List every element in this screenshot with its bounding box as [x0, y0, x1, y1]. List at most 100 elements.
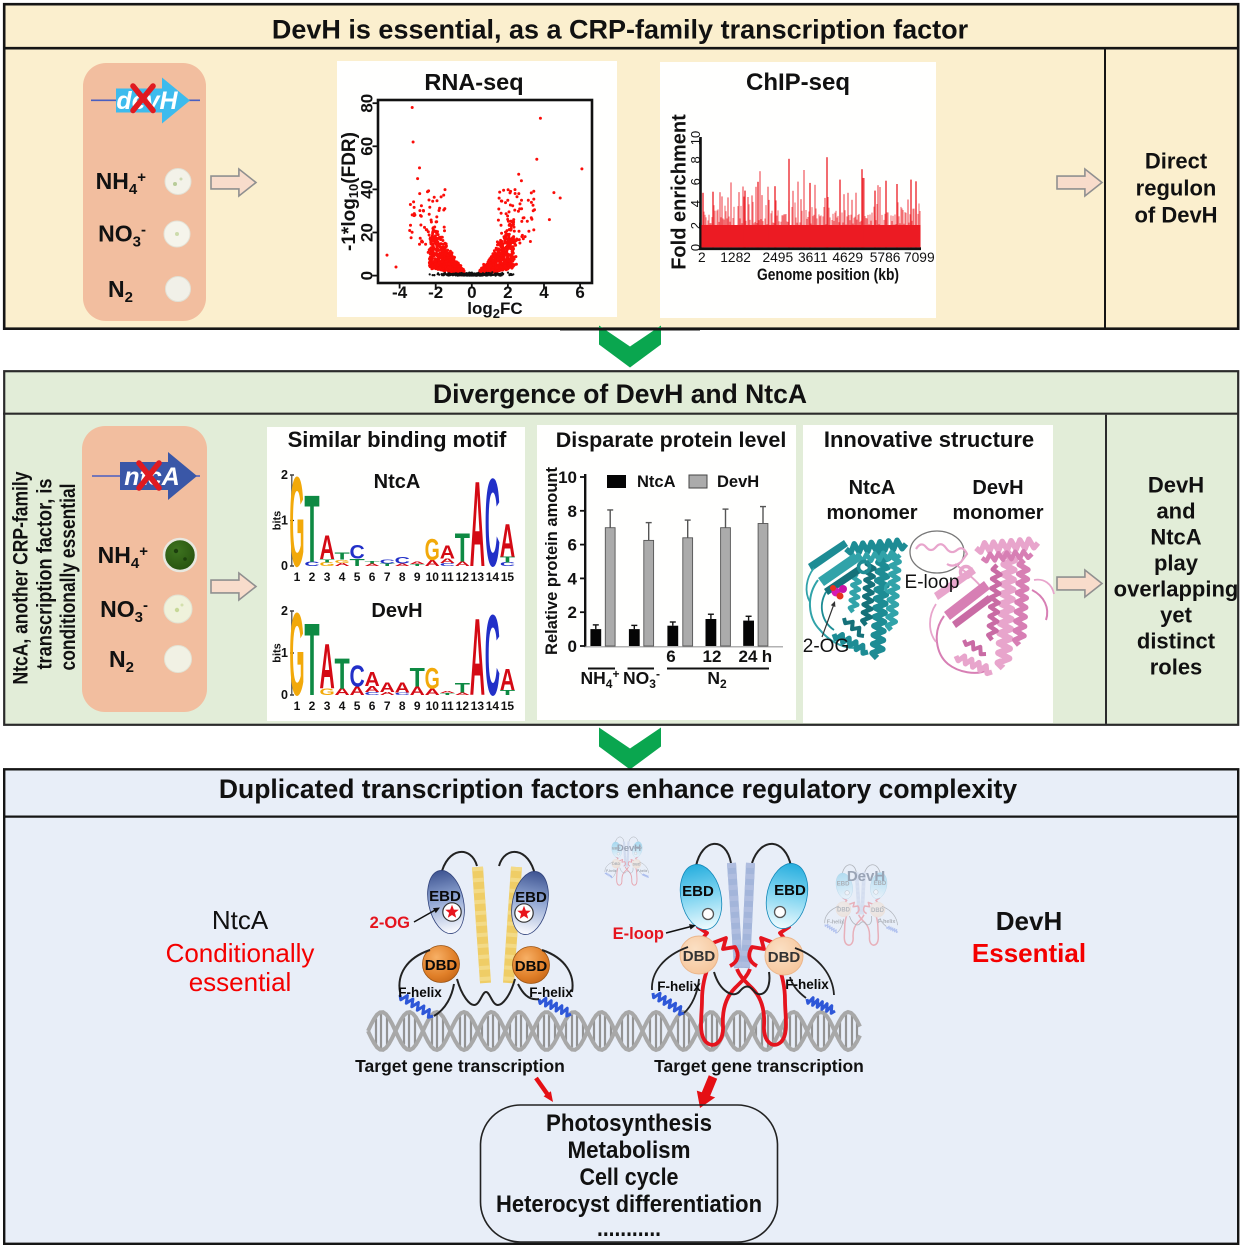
svg-text:EBD: EBD	[515, 889, 547, 906]
svg-text:G: G	[319, 562, 334, 568]
svg-text:T: T	[455, 525, 470, 571]
svg-text:transcription factor, is: transcription factor, is	[34, 479, 57, 670]
svg-text:2: 2	[309, 699, 316, 713]
svg-text:bits: bits	[272, 511, 284, 531]
svg-text:2: 2	[281, 468, 288, 482]
svg-text:4: 4	[688, 200, 703, 207]
svg-text:NtcA, another CRP-family: NtcA, another CRP-family	[10, 471, 33, 684]
svg-text:C: C	[380, 559, 395, 565]
svg-text:5: 5	[354, 699, 361, 713]
svg-text:DevH: DevH	[371, 600, 422, 622]
svg-text:0: 0	[688, 244, 703, 251]
svg-text:Duplicated transcription facto: Duplicated transcription factors enhance…	[219, 774, 1017, 804]
svg-text:C: C	[350, 659, 365, 694]
svg-text:A: A	[365, 685, 381, 695]
svg-text:A: A	[319, 632, 334, 703]
svg-text:Cell cycle: Cell cycle	[580, 1164, 679, 1191]
svg-text:overlapping: overlapping	[1114, 577, 1239, 602]
svg-text:4: 4	[568, 569, 578, 588]
svg-text:A: A	[440, 690, 455, 693]
svg-text:10: 10	[426, 699, 440, 713]
svg-text:A: A	[455, 692, 470, 696]
svg-text:C: C	[395, 692, 410, 696]
svg-text:4: 4	[339, 699, 346, 713]
svg-text:1: 1	[281, 514, 288, 528]
svg-text:G: G	[289, 451, 304, 594]
svg-text:and: and	[1156, 499, 1195, 524]
svg-text:play: play	[1154, 551, 1199, 576]
svg-text:6: 6	[575, 283, 584, 302]
svg-text:F-helix: F-helix	[657, 979, 701, 994]
svg-text:2495: 2495	[762, 250, 793, 265]
svg-text:-4: -4	[392, 283, 408, 302]
svg-text:2: 2	[568, 603, 577, 622]
svg-text:C: C	[500, 562, 515, 568]
svg-text:EBD: EBD	[429, 888, 461, 905]
svg-text:Heterocyst differentiation: Heterocyst differentiation	[496, 1191, 762, 1218]
svg-text:A: A	[500, 662, 515, 697]
svg-text:2: 2	[309, 570, 316, 584]
svg-text:F-helix: F-helix	[398, 985, 442, 1000]
svg-text:8: 8	[568, 502, 577, 521]
svg-text:9: 9	[414, 699, 421, 713]
svg-text:14: 14	[486, 570, 500, 584]
svg-text:T: T	[440, 692, 455, 695]
svg-text:F-helix: F-helix	[529, 985, 573, 1000]
svg-text:1: 1	[294, 570, 301, 584]
svg-text:A: A	[334, 687, 349, 698]
svg-text:A: A	[410, 684, 425, 698]
svg-text:G: G	[319, 687, 334, 697]
svg-text:12: 12	[703, 647, 722, 666]
svg-text:E-loop: E-loop	[613, 925, 664, 943]
svg-text:8: 8	[399, 570, 406, 584]
svg-text:-2: -2	[428, 283, 443, 302]
svg-text:11: 11	[441, 570, 454, 584]
svg-text:24: 24	[739, 647, 758, 666]
svg-text:T: T	[455, 681, 470, 696]
svg-text:15: 15	[501, 570, 515, 584]
svg-text:7: 7	[384, 699, 391, 713]
svg-text:Target gene transcription: Target gene transcription	[654, 1056, 864, 1076]
svg-text:C: C	[440, 562, 455, 567]
svg-text:5: 5	[354, 570, 361, 584]
svg-text:60: 60	[358, 137, 377, 156]
svg-text:4: 4	[539, 283, 549, 302]
svg-text:40: 40	[358, 180, 377, 199]
svg-text:A: A	[380, 680, 396, 695]
svg-text:E-loop: E-loop	[905, 572, 960, 593]
svg-text:G: G	[425, 663, 440, 696]
svg-text:Divergence of DevH and NtcA: Divergence of DevH and NtcA	[433, 379, 807, 409]
svg-text:C: C	[485, 453, 500, 592]
svg-text:11: 11	[441, 699, 454, 713]
svg-text:DevH: DevH	[1148, 473, 1204, 498]
svg-text:6: 6	[688, 178, 703, 185]
svg-text:NtcA: NtcA	[849, 477, 896, 499]
svg-text:Similar binding motif: Similar binding motif	[288, 427, 507, 452]
svg-text:A: A	[395, 563, 410, 567]
svg-text:10: 10	[558, 468, 577, 487]
svg-text:A: A	[425, 687, 441, 697]
svg-text:-1*log10(FDR): -1*log10(FDR)	[339, 132, 361, 251]
svg-text:DevH: DevH	[847, 868, 885, 885]
svg-text:EBD: EBD	[682, 883, 714, 900]
svg-text:DevH: DevH	[617, 843, 641, 854]
svg-text:1: 1	[294, 699, 301, 713]
svg-text:C: C	[365, 691, 380, 696]
svg-text:T: T	[410, 564, 425, 567]
svg-text:4629: 4629	[832, 250, 863, 265]
svg-text:A: A	[500, 514, 515, 567]
svg-text:A: A	[365, 563, 380, 567]
svg-text:bits: bits	[272, 643, 284, 663]
svg-text:Essential: Essential	[972, 938, 1086, 968]
svg-text:F-helix: F-helix	[785, 977, 829, 992]
svg-text:log2FC: log2FC	[467, 299, 522, 321]
svg-text:2-OG: 2-OG	[803, 636, 849, 657]
svg-text:Metabolism: Metabolism	[568, 1137, 691, 1164]
svg-text:0: 0	[358, 271, 377, 280]
svg-text:C: C	[395, 556, 411, 566]
svg-text:Conditionally: Conditionally	[166, 938, 315, 968]
svg-text:A: A	[455, 561, 470, 568]
svg-text:0: 0	[281, 559, 288, 573]
svg-text:roles: roles	[1150, 655, 1203, 680]
svg-text:1282: 1282	[720, 250, 751, 265]
